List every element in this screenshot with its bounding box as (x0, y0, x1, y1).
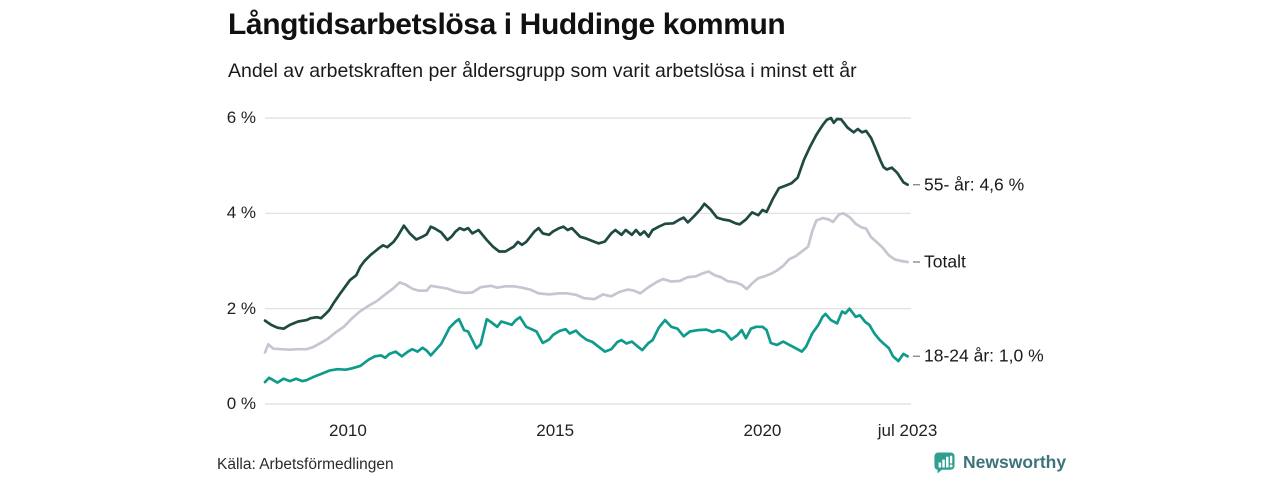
series-line-18-24 (263, 307, 909, 384)
brand-wordmark: Newsworthy (963, 452, 1067, 472)
y-tick-label: 2 % (226, 298, 256, 318)
series-line-totalt (263, 211, 909, 354)
x-tick-label: 2020 (743, 421, 782, 440)
chart-subtitle: Andel av arbetskraften per åldersgrupp s… (228, 60, 857, 82)
x-tick-label: 2010 (328, 421, 367, 440)
series-end-label-55-plus: 55- år: 4,6 % (924, 174, 1025, 195)
chart-title: Långtidsarbetslösa i Huddinge kommun (228, 8, 786, 41)
bar-chart-speech-bubble-icon (933, 451, 956, 474)
x-tick-label: jul 2023 (877, 421, 938, 440)
series-line-55-plus (263, 116, 909, 331)
x-tick-label: 2015 (536, 421, 575, 440)
y-tick-label: 6 % (226, 108, 256, 127)
series-end-label-18-24: 18-24 år: 1,0 % (924, 345, 1044, 366)
y-tick-label: 4 % (226, 203, 256, 223)
source-note: Källa: Arbetsförmedlingen (217, 456, 394, 473)
series-end-label-totalt: Totalt (924, 251, 966, 272)
y-tick-label: 0 % (226, 394, 256, 413)
brand-logo: Newsworthy (933, 451, 1066, 474)
